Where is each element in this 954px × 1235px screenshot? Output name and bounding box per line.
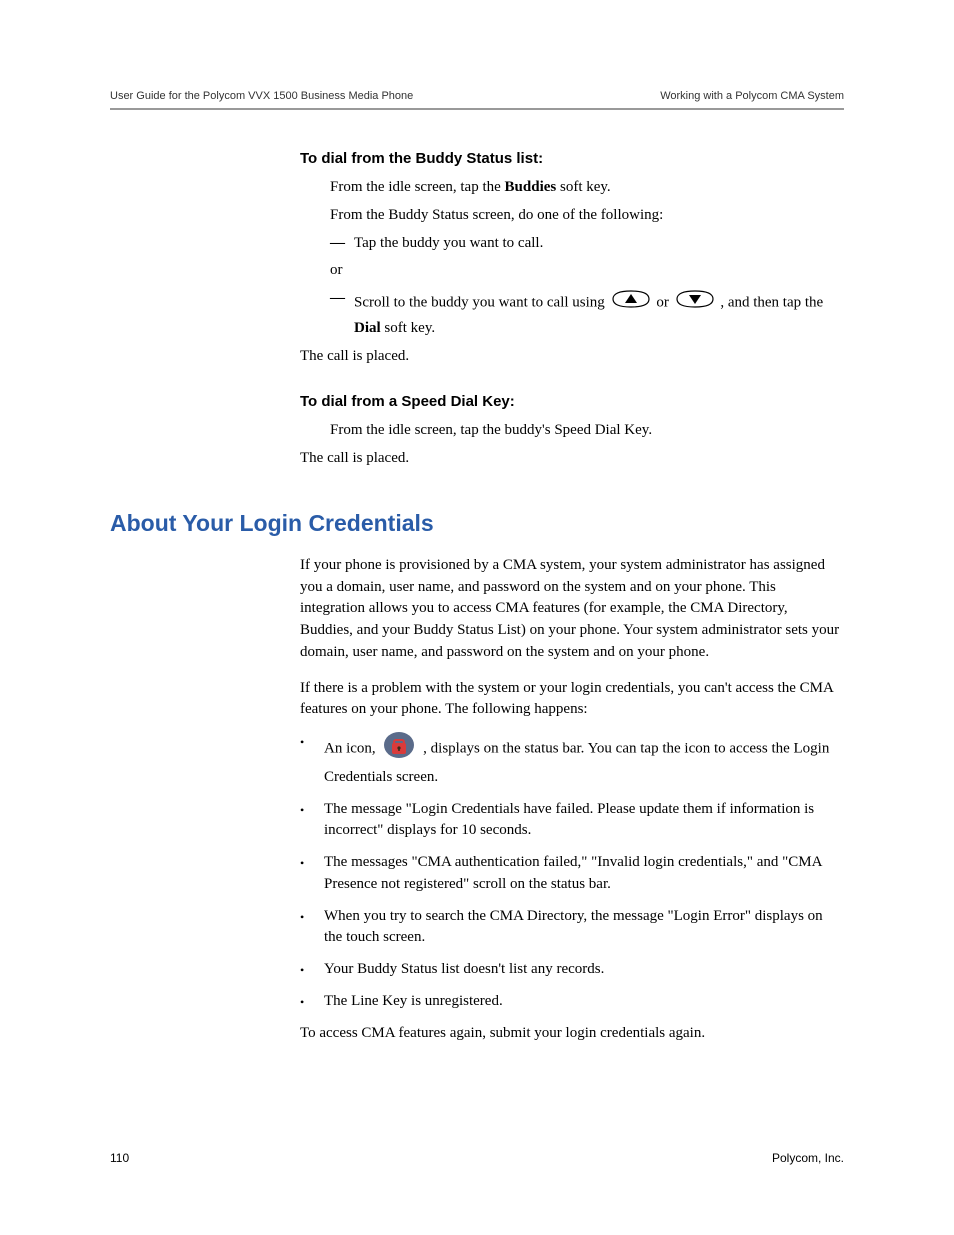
- bullet-marker: •: [300, 852, 324, 896]
- bullet-marker: •: [300, 799, 324, 843]
- footer-brand: Polycom, Inc.: [772, 1151, 844, 1165]
- text: The message "Login Credentials have fail…: [324, 799, 844, 843]
- page-footer: 110 Polycom, Inc.: [110, 1151, 844, 1165]
- list-item: • The message "Login Credentials have fa…: [300, 799, 844, 843]
- down-arrow-button-icon: [673, 288, 717, 318]
- softkey-name: Buddies: [505, 179, 557, 195]
- text: Tap the buddy you want to call.: [354, 233, 844, 255]
- list-item: — Tap the buddy you want to call.: [330, 233, 844, 255]
- text: , and then tap the: [720, 294, 823, 310]
- dash-bullet: —: [330, 288, 354, 340]
- paragraph: To access CMA features again, submit you…: [300, 1023, 844, 1045]
- step-text: From the Buddy Status screen, do one of …: [330, 205, 844, 227]
- softkey-name: Dial: [354, 320, 381, 336]
- paragraph: If there is a problem with the system or…: [300, 678, 844, 722]
- dash-bullet: —: [330, 233, 354, 255]
- dash-list: — Scroll to the buddy you want to call u…: [330, 288, 844, 340]
- paragraph: If your phone is provisioned by a CMA sy…: [300, 555, 844, 664]
- text: soft key.: [381, 320, 435, 336]
- bullet-list: • An icon, , displays on the status bar.…: [300, 731, 844, 1013]
- text: or: [656, 294, 672, 310]
- section-buddy-status: To dial from the Buddy Status list: From…: [300, 150, 844, 367]
- document-page: User Guide for the Polycom VVX 1500 Busi…: [0, 0, 954, 1235]
- up-arrow-button-icon: [609, 288, 653, 318]
- bullet-marker: •: [300, 906, 324, 950]
- section-heading-login-credentials: About Your Login Credentials: [110, 510, 844, 537]
- result-text: The call is placed.: [300, 448, 844, 470]
- page-number: 110: [110, 1151, 129, 1165]
- result-text: The call is placed.: [300, 346, 844, 368]
- list-item: — Scroll to the buddy you want to call u…: [330, 288, 844, 340]
- header-right: Working with a Polycom CMA System: [660, 90, 844, 102]
- list-item: • When you try to search the CMA Directo…: [300, 906, 844, 950]
- running-header: User Guide for the Polycom VVX 1500 Busi…: [110, 90, 844, 110]
- lock-failed-icon: [383, 731, 415, 767]
- text: The Line Key is unregistered.: [324, 991, 844, 1013]
- list-item: • The Line Key is unregistered.: [300, 991, 844, 1013]
- text: Scroll to the buddy you want to call usi…: [354, 294, 609, 310]
- bullet-marker: •: [300, 959, 324, 981]
- or-separator: or: [330, 260, 844, 282]
- text: An icon,: [324, 740, 379, 756]
- procedure-heading-buddy-status: To dial from the Buddy Status list:: [300, 150, 844, 167]
- text: The messages "CMA authentication failed,…: [324, 852, 844, 896]
- text: When you try to search the CMA Directory…: [324, 906, 844, 950]
- list-item: • The messages "CMA authentication faile…: [300, 852, 844, 896]
- text: soft key.: [556, 179, 610, 195]
- section-speed-dial: To dial from a Speed Dial Key: From the …: [300, 393, 844, 470]
- bullet-marker: •: [300, 991, 324, 1013]
- list-item: • Your Buddy Status list doesn't list an…: [300, 959, 844, 981]
- header-left: User Guide for the Polycom VVX 1500 Busi…: [110, 90, 413, 102]
- text: From the idle screen, tap the: [330, 179, 505, 195]
- text: Scroll to the buddy you want to call usi…: [354, 288, 844, 340]
- dash-list: — Tap the buddy you want to call.: [330, 233, 844, 255]
- procedure-heading-speed-dial: To dial from a Speed Dial Key:: [300, 393, 844, 410]
- list-item: • An icon, , displays on the status bar.…: [300, 731, 844, 789]
- text: An icon, , displays on the status bar. Y…: [324, 731, 844, 789]
- text: Your Buddy Status list doesn't list any …: [324, 959, 844, 981]
- step-text: From the idle screen, tap the buddy's Sp…: [330, 420, 844, 442]
- step-text: From the idle screen, tap the Buddies so…: [330, 177, 844, 199]
- bullet-marker: •: [300, 731, 324, 789]
- section-about-login: If your phone is provisioned by a CMA sy…: [300, 555, 844, 1045]
